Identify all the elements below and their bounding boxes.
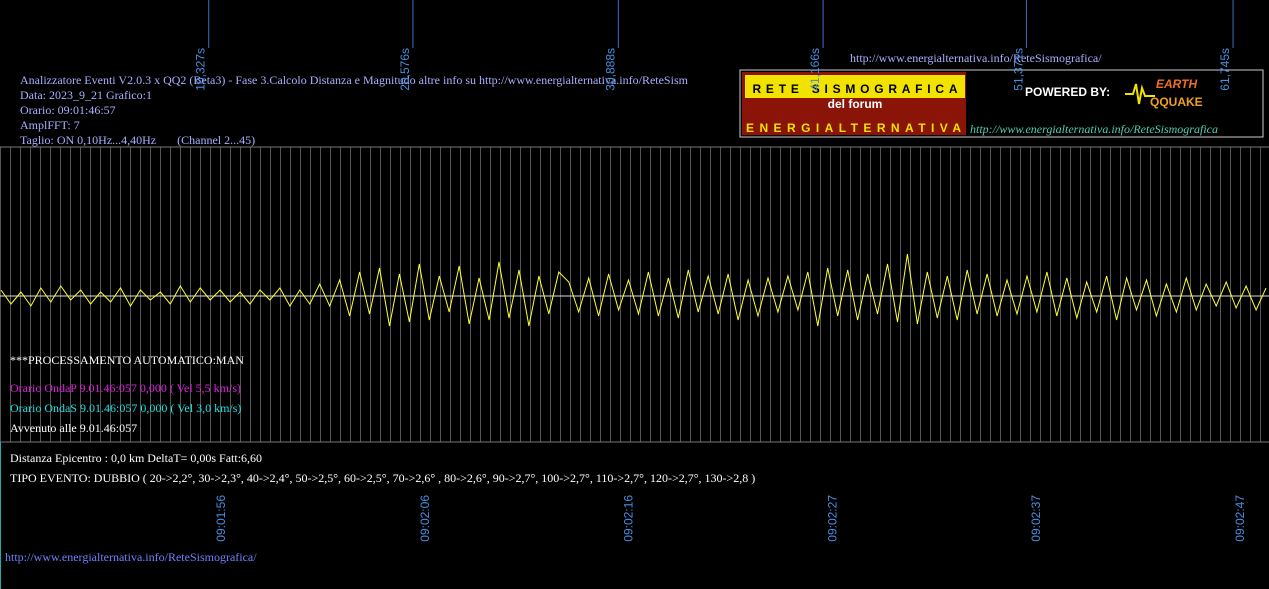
processing: ***PROCESSAMENTO AUTOMATICO:MAN <box>10 353 244 367</box>
time-label: 09:02:06 <box>418 495 432 542</box>
wave-p: Orario OndaP 9.01.46:057 0,000 ( Vel 5,5… <box>10 381 241 395</box>
x-tick-label: 41,166s <box>808 48 822 91</box>
logo-subtitle: del forum <box>828 97 883 111</box>
header-line: Orario: 09:01:46:57 <box>20 103 116 117</box>
logo-brand-top: EARTH <box>1156 77 1197 91</box>
time-label: 09:02:16 <box>622 495 636 542</box>
waveform <box>0 253 1267 327</box>
event-type: TIPO EVENTO: DUBBIO ( 20->2,2°, 30->2,3°… <box>10 471 755 485</box>
time-label: 09:02:47 <box>1233 495 1247 542</box>
header-line: Data: 2023_9_21 Grafico:1 <box>20 88 152 102</box>
time-label: 09:02:27 <box>825 495 839 542</box>
x-tick-label: 51,371s <box>1011 48 1025 91</box>
occurred: Avvenuto alle 9.01.46:057 <box>10 421 137 435</box>
plot <box>0 253 1267 327</box>
header-line: Taglio: ON 0,10Hz...4,40Hz (Channel 2...… <box>20 133 255 147</box>
logo-powered: POWERED BY: <box>1025 85 1110 99</box>
logo-title: RETE SISMOGRAFICA <box>753 82 958 96</box>
header-line: AmplFFT: 7 <box>20 118 80 132</box>
grid-pattern <box>0 147 1269 442</box>
header: Analizzatore Eventi V2.0.3 x QQ2 (Beta3)… <box>20 73 689 147</box>
x-tick-label: 10,327s <box>194 48 208 91</box>
x-tick-label: 61,745s <box>1218 48 1232 91</box>
distance: Distanza Epicentro : 0,0 km DeltaT= 0,00… <box>10 451 262 465</box>
header-url: http://www.energialternativa.info/ReteSi… <box>850 51 1102 65</box>
time-label: 09:02:37 <box>1029 495 1043 542</box>
logo-bar <box>745 75 965 98</box>
header-line: Analizzatore Eventi V2.0.3 x QQ2 (Beta3)… <box>20 73 689 87</box>
time-label: 09:01:56 <box>214 495 228 542</box>
logo: RETE SISMOGRAFICA del forum ENERGIALTERN… <box>739 69 1264 138</box>
logo-url: http://www.energialternativa.info/ReteSi… <box>970 122 1218 136</box>
x-tick-label: 30,888s <box>603 48 617 91</box>
x-tick-label: 20,576s <box>398 48 412 91</box>
wave-s: Orario OndaS 9.01.46:057 0,000 ( Vel 3,0… <box>10 401 241 415</box>
logo-wave <box>1125 83 1155 105</box>
footer-url: http://www.energialternativa.info/ReteSi… <box>5 550 257 564</box>
logo-brand-bottom: QQUAKE <box>1150 95 1203 109</box>
